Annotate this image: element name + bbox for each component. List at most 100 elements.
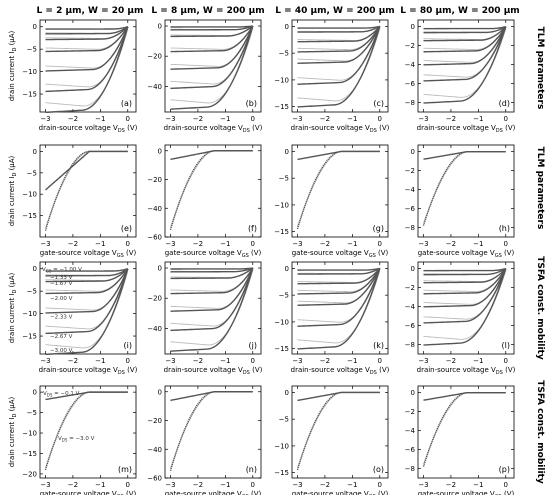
y-tick-label: −15 — [22, 333, 37, 341]
y-tick-label: −4 — [405, 427, 416, 435]
x-tick-label: −3 — [418, 115, 428, 123]
y-tick-label: −6 — [405, 80, 416, 88]
measured-curve — [170, 267, 254, 295]
panel-label: (d) — [499, 99, 510, 108]
x-tick-label: 0 — [251, 481, 255, 489]
row-title-3: TSFA const. mobility — [535, 256, 545, 360]
y-tick-label: −10 — [274, 442, 289, 450]
x-tick-label: −2 — [193, 357, 203, 365]
x-axis-label: gate-source voltage VGS (V) — [165, 490, 262, 495]
panel-f: −3 −2 −1 0 0 −20 −40 −60 (f) gate-source voltage … — [147, 144, 262, 259]
measured-curve — [297, 26, 381, 108]
x-tick-label: −1 — [347, 481, 357, 489]
measured-curve-vds-0-1 — [170, 391, 253, 402]
y-tick-label: −40 — [147, 325, 162, 333]
annotation-vds-high: VDS = −3.0 V — [58, 436, 95, 443]
x-tick-label: −3 — [165, 357, 175, 365]
x-tick-label: −1 — [347, 357, 357, 365]
y-tick-label: −8 — [405, 99, 415, 107]
x-tick-label: −3 — [165, 240, 175, 248]
y-tick-label: −5 — [279, 292, 289, 300]
x-tick-label: −1 — [473, 357, 483, 365]
measured-curve-vds-3 — [296, 150, 380, 230]
panel-label: (f) — [248, 224, 257, 233]
model-curve — [45, 150, 128, 229]
model-curve — [45, 391, 128, 468]
vgs-legend-label: −2.00 V — [50, 296, 73, 302]
x-tick-label: −3 — [40, 115, 50, 123]
measured-curve — [423, 268, 507, 276]
panel-g: −3 −2 −1 00−5−10−15 (g)gate-source voltage V… — [274, 144, 389, 259]
measured-curve-vds-0-1 — [423, 150, 506, 160]
model-curve — [423, 268, 507, 293]
curves — [45, 268, 129, 356]
measured-curve — [45, 26, 129, 114]
plot-frame — [164, 19, 262, 113]
y-tick-label: −40 — [147, 205, 162, 213]
y-tick-label: −15 — [274, 103, 289, 111]
x-tick-label: −2 — [68, 357, 78, 365]
measured-curve — [297, 267, 381, 275]
measured-curve — [297, 26, 381, 64]
y-tick-label: −6 — [405, 322, 416, 330]
y-tick-label: −2 — [405, 167, 415, 175]
y-tick-label: −10 — [274, 76, 289, 84]
measured-curve — [45, 26, 129, 53]
panel-label: (p) — [499, 465, 510, 474]
y-tick-label: 0 — [33, 23, 37, 31]
measured-curve-vds-3 — [169, 150, 253, 231]
y-tick-label: −10 — [22, 310, 37, 318]
vgs-legend-label: −2.33 V — [50, 314, 73, 320]
y-tick-label: 0 — [285, 389, 289, 397]
x-tick-label: 0 — [504, 481, 508, 489]
y-tick-label: −15 — [22, 450, 37, 458]
panel-p: −3 −2 −1 0 0 −2 −4 −6 −8 (p) gate-source voltage V… — [405, 385, 515, 495]
curves — [169, 391, 253, 472]
x-tick-label: −2 — [446, 481, 456, 489]
y-tick-label: 0 — [411, 389, 415, 397]
measured-curve — [45, 268, 129, 277]
measured-curve — [423, 26, 507, 66]
measured-curve — [423, 268, 507, 308]
measured-curve — [170, 25, 254, 110]
panel-label: (l) — [502, 341, 510, 350]
y-tick-label: −6 — [405, 205, 416, 213]
x-tick-label: −3 — [292, 481, 302, 489]
x-tick-label: 0 — [126, 115, 130, 123]
x-tick-label: 0 — [378, 115, 382, 123]
measured-curve-vds-0-1 — [45, 150, 128, 191]
vgs-legend-label: −3.00 V — [50, 348, 73, 354]
model-curve — [170, 270, 254, 346]
panel-label: (m) — [118, 465, 132, 474]
measured-curve — [170, 267, 254, 352]
x-tick-label: −2 — [68, 240, 78, 248]
plot-frame — [417, 144, 515, 238]
x-tick-label: 0 — [504, 240, 508, 248]
vgs-legend-label: −2.67 V — [50, 334, 73, 340]
y-tick-label: −20 — [147, 295, 162, 303]
x-tick-label: −2 — [320, 115, 330, 123]
measured-curve — [423, 268, 507, 346]
y-tick-label: −5 — [279, 416, 289, 424]
y-tick-label: −20 — [22, 470, 37, 478]
measured-curve — [170, 25, 254, 70]
x-tick-label: −3 — [292, 240, 302, 248]
y-tick-label: −2 — [405, 42, 415, 50]
x-tick-label: −3 — [418, 357, 428, 365]
measured-curve — [423, 26, 507, 82]
measured-curve — [423, 268, 507, 284]
y-tick-label: −5 — [279, 175, 289, 183]
model-curve — [170, 391, 253, 469]
annotation-vds-low: VDS = −0.1 V — [43, 391, 80, 398]
measured-curve — [45, 26, 129, 72]
panel-o: −3 −2 −1 00−5−10−15 (o)gate-source voltage V… — [274, 385, 389, 495]
y-tick-label: −4 — [405, 303, 416, 311]
model-curve — [170, 150, 253, 228]
measured-curve-vds-0-1 — [297, 150, 380, 161]
x-tick-label: −2 — [446, 240, 456, 248]
x-tick-label: −2 — [193, 481, 203, 489]
plot-frame — [291, 385, 389, 479]
y-tick-label: −10 — [22, 68, 37, 76]
x-tick-label: −2 — [193, 240, 203, 248]
measured-curve — [170, 25, 254, 38]
